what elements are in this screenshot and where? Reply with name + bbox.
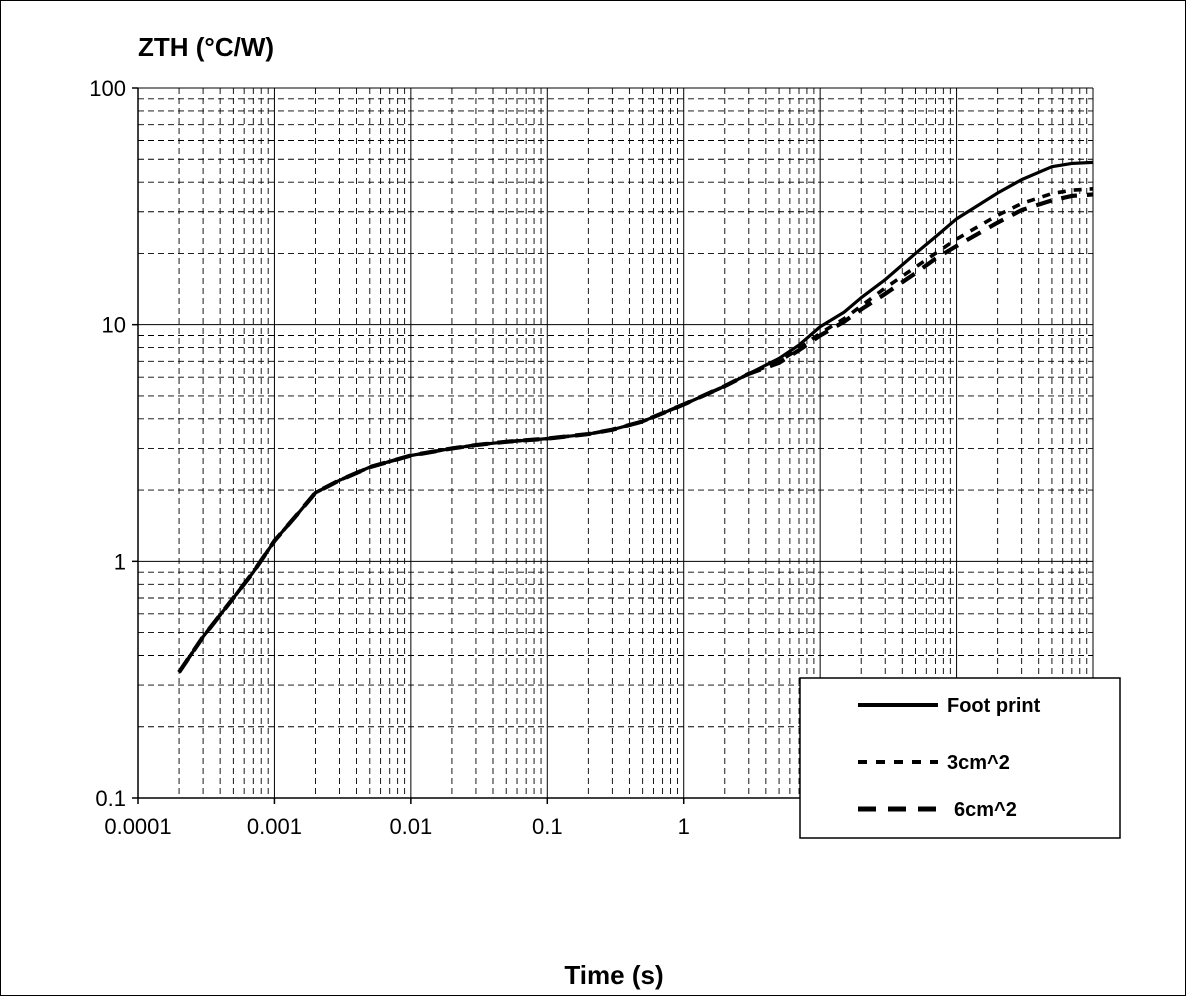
y-tick-label: 0.1 bbox=[95, 786, 126, 811]
legend-label-foot-print: Foot print bbox=[947, 695, 1041, 717]
y-tick-label: 10 bbox=[102, 313, 126, 338]
x-tick-label: 1 bbox=[678, 814, 690, 839]
series-layer bbox=[177, 160, 1094, 674]
y-tick-label: 100 bbox=[89, 76, 126, 101]
x-tick-label: 0.001 bbox=[247, 814, 302, 839]
legend-label-6cm2: 6cm^2 bbox=[954, 799, 1017, 821]
y-axis-title: ZTH (°C/W) bbox=[138, 32, 274, 62]
x-tick-label: 0.0001 bbox=[104, 814, 171, 839]
legend: Foot print 3cm^2 6cm^2 bbox=[799, 677, 1121, 839]
x-tick-label: 0.01 bbox=[389, 814, 432, 839]
legend-label-3cm2: 3cm^2 bbox=[947, 752, 1010, 774]
x-tick-label: 0.1 bbox=[532, 814, 563, 839]
x-axis-title: Time (s) bbox=[564, 960, 663, 990]
series-line-6cm2 bbox=[177, 192, 1094, 674]
y-tick-label: 1 bbox=[114, 549, 126, 574]
legend-box bbox=[799, 677, 1121, 839]
